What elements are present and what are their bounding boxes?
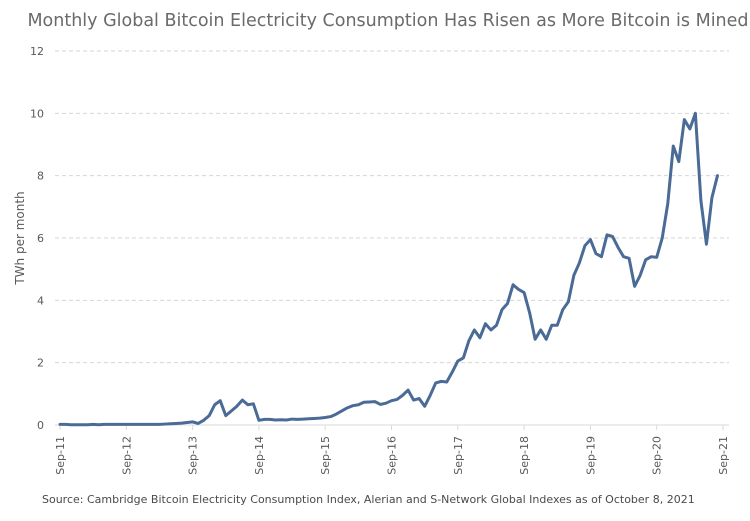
y-tick-label: 6: [37, 232, 44, 245]
chart-title: Monthly Global Bitcoin Electricity Consu…: [27, 11, 748, 31]
y-tick-label: 8: [37, 170, 44, 183]
series-group: [58, 111, 719, 427]
y-tick-label: 2: [37, 357, 44, 370]
x-tick-label: Sep-18: [518, 436, 531, 475]
series-line: [58, 111, 719, 427]
x-tick-label: Sep-19: [584, 436, 597, 475]
x-tick-label: Sep-11: [54, 436, 67, 475]
y-tick-label: 4: [37, 294, 44, 307]
y-axis-label: TWh per month: [13, 191, 27, 285]
y-tick-labels: 0 2 4 6 8 10 12: [30, 45, 44, 432]
x-tick-label: Sep-12: [120, 436, 133, 475]
gridlines: [55, 50, 729, 364]
x-tick-label: Sep-17: [452, 436, 465, 475]
x-tick-label: Sep-13: [187, 436, 200, 475]
x-tick-label: Sep-16: [386, 436, 399, 475]
y-tick-label: 10: [30, 107, 44, 120]
x-tick-label: Sep-20: [651, 436, 664, 475]
x-tick-labels: Sep-11 Sep-12 Sep-13 Sep-14 Sep-15 Sep-16 Sep-…: [54, 425, 730, 475]
source-note: Source: Cambridge Bitcoin Electricity Co…: [42, 493, 695, 506]
x-tick-label: Sep-14: [253, 436, 266, 475]
x-tick-label: Sep-15: [319, 436, 332, 475]
y-tick-label: 12: [30, 45, 44, 58]
x-tick-label: Sep-21: [717, 436, 730, 475]
y-tick-label: 0: [37, 419, 44, 432]
